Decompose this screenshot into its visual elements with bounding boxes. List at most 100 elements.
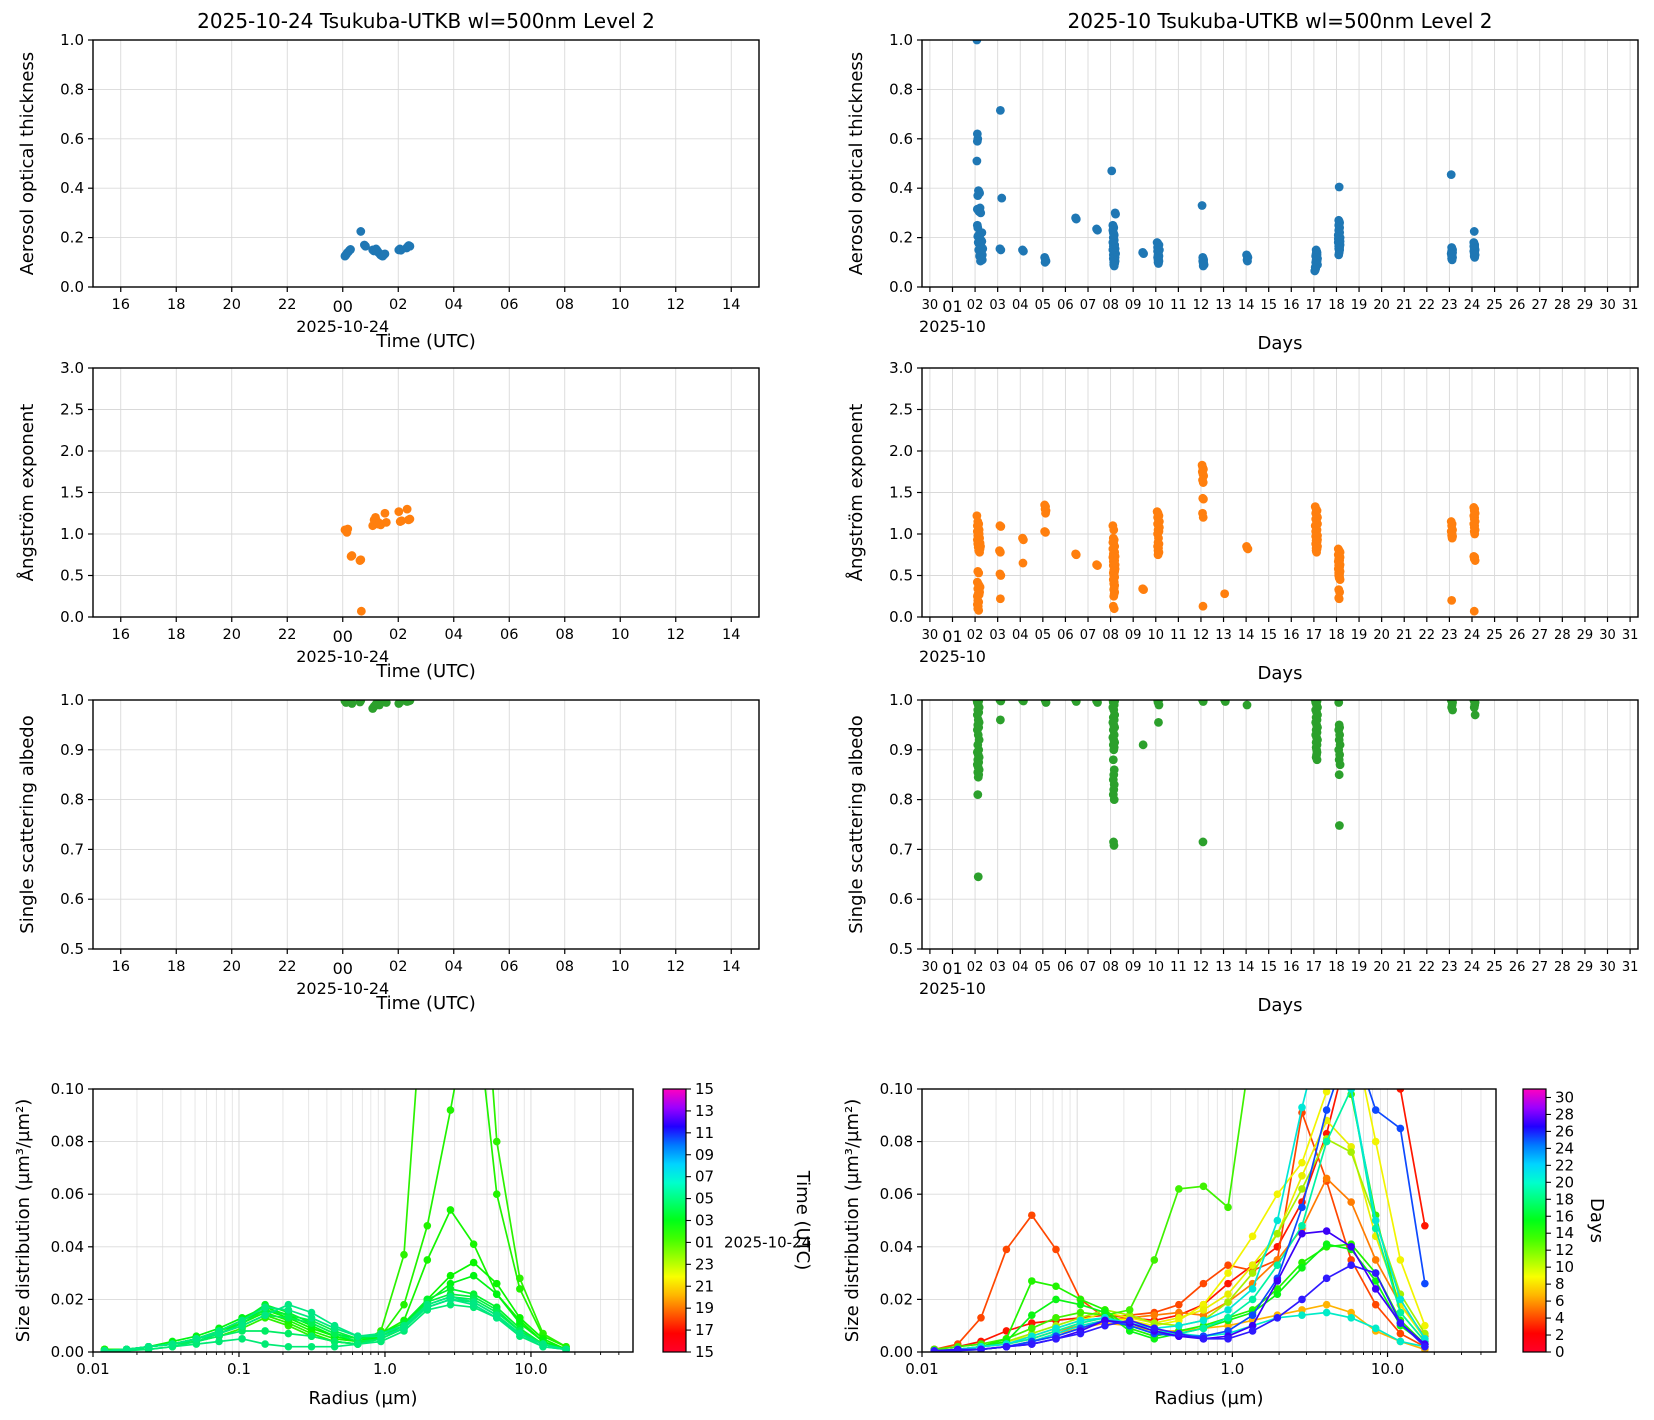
svg-text:1.0: 1.0 bbox=[60, 691, 84, 709]
svg-text:0.8: 0.8 bbox=[60, 791, 84, 809]
ssa-monthly-ylabel: Single scattering albedo bbox=[846, 715, 867, 933]
svg-text:0.6: 0.6 bbox=[889, 890, 913, 908]
svg-text:06: 06 bbox=[1057, 298, 1074, 313]
aot-monthly-grid bbox=[922, 40, 1638, 287]
sizedist-daily-grid bbox=[93, 1089, 633, 1352]
svg-text:18: 18 bbox=[1555, 1190, 1574, 1208]
svg-text:10.0: 10.0 bbox=[514, 1360, 547, 1378]
svg-text:00: 00 bbox=[333, 627, 353, 646]
sizedist-daily: 0.01 0.1 1.0 10.0 0.00 0.02 0.04 0.06 0.08 0.10 Ra… bbox=[13, 1080, 813, 1409]
svg-text:1.0: 1.0 bbox=[889, 525, 913, 543]
svg-text:3.0: 3.0 bbox=[60, 359, 84, 377]
svg-text:05: 05 bbox=[1035, 628, 1052, 643]
svg-text:30: 30 bbox=[922, 960, 939, 975]
svg-text:6: 6 bbox=[1555, 1292, 1565, 1310]
svg-text:19: 19 bbox=[1351, 628, 1368, 643]
svg-text:07: 07 bbox=[695, 1168, 714, 1186]
svg-text:21: 21 bbox=[1396, 298, 1413, 313]
svg-text:2.0: 2.0 bbox=[60, 442, 84, 460]
svg-text:02: 02 bbox=[967, 298, 984, 313]
aot-daily-data-points bbox=[340, 227, 415, 261]
svg-text:31: 31 bbox=[1622, 298, 1639, 313]
svg-text:0.4: 0.4 bbox=[889, 179, 913, 197]
svg-text:08: 08 bbox=[556, 297, 574, 313]
svg-text:0.08: 0.08 bbox=[880, 1133, 913, 1151]
svg-text:17: 17 bbox=[695, 1321, 714, 1339]
svg-text:12: 12 bbox=[667, 297, 685, 313]
svg-text:18: 18 bbox=[167, 297, 185, 313]
svg-text:02: 02 bbox=[389, 627, 407, 643]
svg-text:2025-10-24: 2025-10-24 bbox=[296, 317, 389, 336]
svg-text:12: 12 bbox=[1193, 628, 1210, 643]
svg-text:0.00: 0.00 bbox=[880, 1343, 913, 1361]
ssa-daily-ylabel: Single scattering albedo bbox=[17, 715, 38, 933]
svg-text:12: 12 bbox=[1193, 960, 1210, 975]
svg-text:0.1: 0.1 bbox=[227, 1360, 251, 1378]
ssa-monthly-xlabel: Days bbox=[1258, 995, 1303, 1016]
svg-text:0.06: 0.06 bbox=[880, 1185, 913, 1203]
svg-text:08: 08 bbox=[1102, 628, 1119, 643]
aot-daily-axes-box bbox=[92, 39, 760, 288]
svg-text:0.5: 0.5 bbox=[889, 940, 913, 958]
svg-text:12: 12 bbox=[1555, 1241, 1574, 1259]
svg-text:3.0: 3.0 bbox=[889, 359, 913, 377]
sizedist-monthly-x-axis: 0.01 0.1 1.0 10.0 bbox=[905, 1352, 1482, 1378]
svg-text:29: 29 bbox=[1577, 628, 1594, 643]
svg-text:29: 29 bbox=[1577, 298, 1594, 313]
svg-text:14: 14 bbox=[722, 627, 740, 643]
svg-text:15: 15 bbox=[1260, 628, 1277, 643]
svg-text:20: 20 bbox=[1373, 298, 1390, 313]
svg-text:05: 05 bbox=[1035, 298, 1052, 313]
svg-text:15: 15 bbox=[1260, 298, 1277, 313]
svg-text:10: 10 bbox=[1147, 628, 1164, 643]
svg-text:0.02: 0.02 bbox=[51, 1290, 84, 1308]
svg-text:27: 27 bbox=[1531, 628, 1548, 643]
svg-text:21: 21 bbox=[1396, 628, 1413, 643]
svg-text:09: 09 bbox=[695, 1146, 714, 1164]
ssa-monthly-axes-box bbox=[921, 699, 1639, 950]
svg-text:2.0: 2.0 bbox=[889, 442, 913, 460]
sizedist-daily-data-points bbox=[100, 1089, 570, 1352]
svg-text:18: 18 bbox=[1328, 628, 1345, 643]
svg-text:20: 20 bbox=[1555, 1173, 1574, 1191]
ssa-monthly-grid bbox=[922, 700, 1638, 949]
aot-monthly-xlabel: Days bbox=[1258, 333, 1303, 354]
svg-text:0: 0 bbox=[1555, 1343, 1565, 1361]
svg-text:11: 11 bbox=[1170, 960, 1187, 975]
svg-text:14: 14 bbox=[1238, 628, 1255, 643]
svg-text:27: 27 bbox=[1531, 298, 1548, 313]
svg-text:01: 01 bbox=[942, 627, 962, 646]
svg-text:24: 24 bbox=[1464, 298, 1481, 313]
svg-text:18: 18 bbox=[167, 627, 185, 643]
svg-text:20: 20 bbox=[1373, 628, 1390, 643]
svg-text:1.0: 1.0 bbox=[1220, 1360, 1244, 1378]
svg-text:06: 06 bbox=[500, 297, 518, 313]
svg-text:14: 14 bbox=[722, 959, 740, 975]
svg-text:04: 04 bbox=[1012, 298, 1029, 313]
angstrom-monthly-xlabel: Days bbox=[1258, 663, 1303, 684]
svg-text:2.5: 2.5 bbox=[60, 401, 84, 419]
ssa-daily-y-axis: 0.5 0.6 0.7 0.8 0.9 1.0 bbox=[60, 691, 93, 958]
svg-text:0.9: 0.9 bbox=[889, 741, 913, 759]
sizedist-daily-colorbar-label: Time (UTC) bbox=[792, 1170, 813, 1271]
svg-text:26: 26 bbox=[1509, 298, 1526, 313]
svg-text:14: 14 bbox=[722, 297, 740, 313]
sizedist-monthly-colorbar-label: Days bbox=[1586, 1198, 1607, 1243]
svg-text:0.08: 0.08 bbox=[51, 1133, 84, 1151]
aot-daily-y-axis: 0.0 0.2 0.4 0.6 0.8 1.0 bbox=[60, 31, 93, 296]
svg-text:0.5: 0.5 bbox=[60, 940, 84, 958]
svg-text:21: 21 bbox=[695, 1277, 714, 1295]
svg-text:0.7: 0.7 bbox=[889, 840, 913, 858]
svg-text:0.06: 0.06 bbox=[51, 1185, 84, 1203]
svg-text:12: 12 bbox=[1193, 298, 1210, 313]
svg-text:0.10: 0.10 bbox=[880, 1080, 913, 1098]
svg-text:00: 00 bbox=[333, 959, 353, 978]
svg-text:0.7: 0.7 bbox=[60, 840, 84, 858]
svg-text:01: 01 bbox=[695, 1233, 714, 1251]
svg-text:24: 24 bbox=[1464, 628, 1481, 643]
svg-text:2025-10-24: 2025-10-24 bbox=[296, 979, 389, 998]
